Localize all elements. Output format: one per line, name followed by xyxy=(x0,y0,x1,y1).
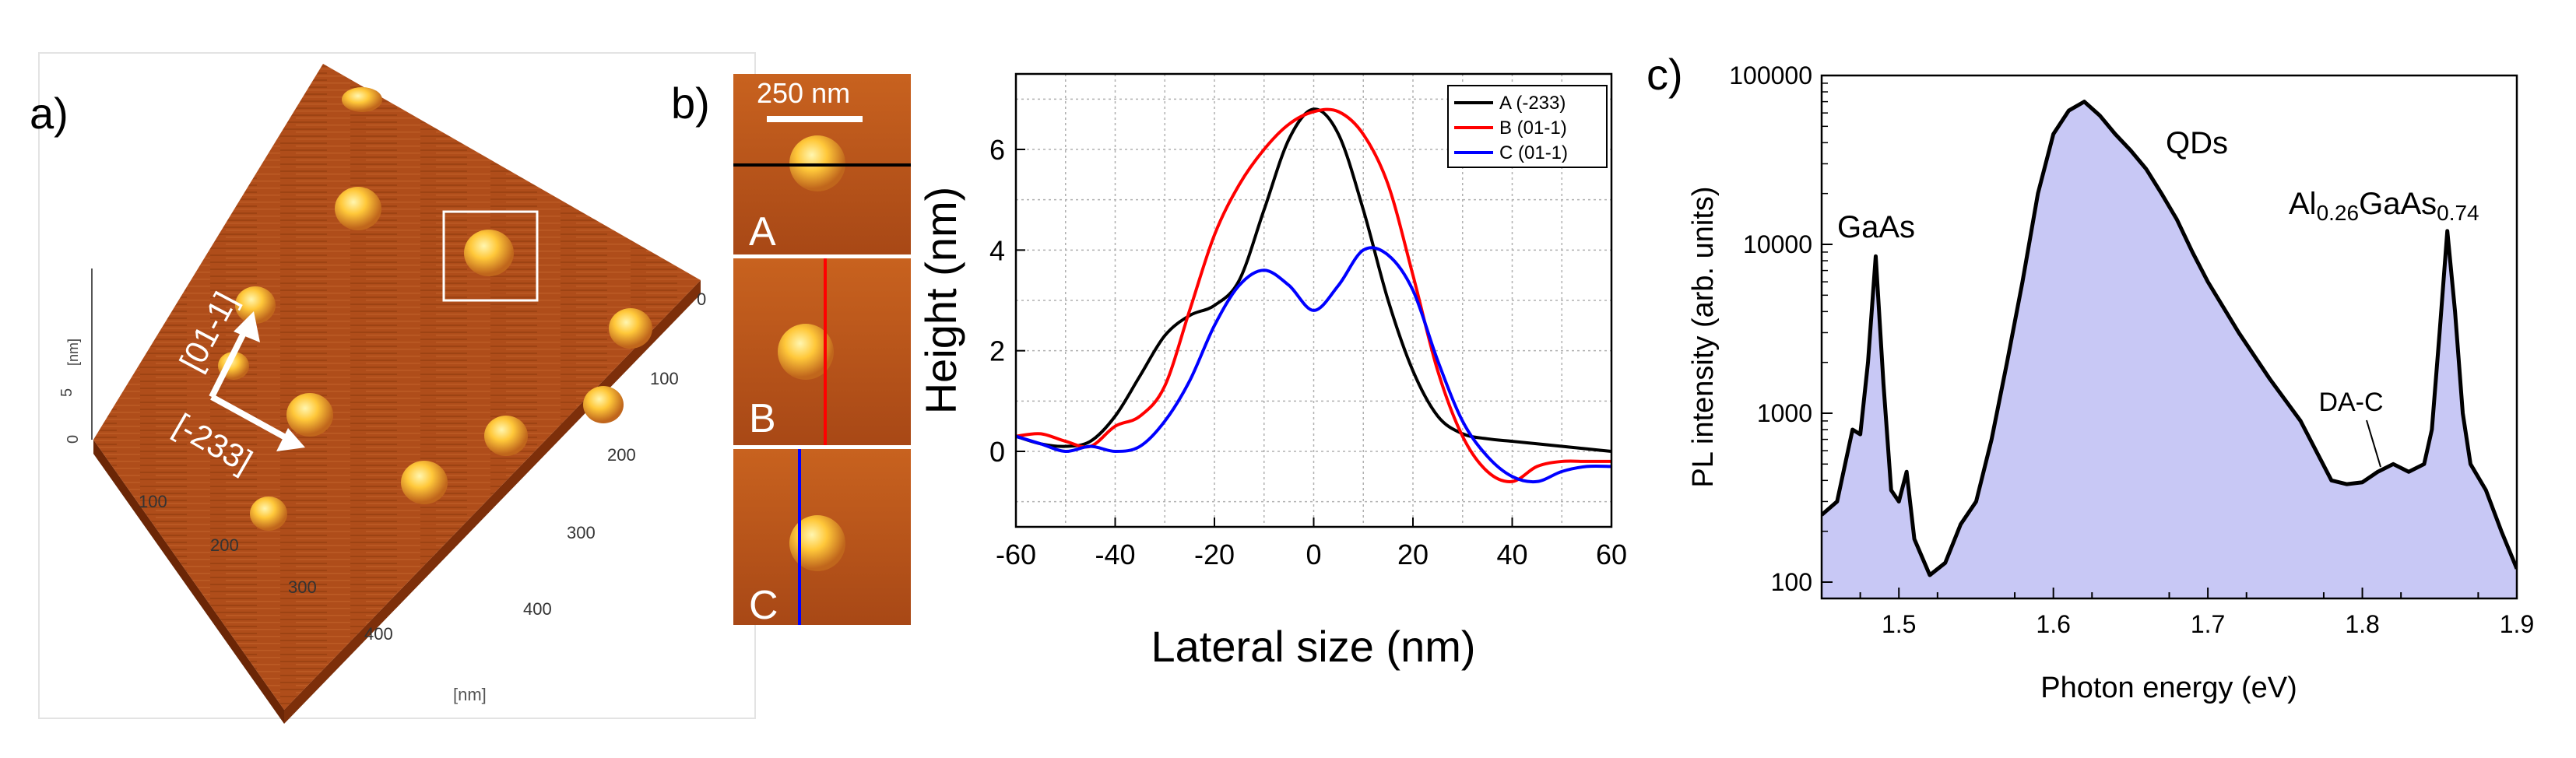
panel-label-c: c) xyxy=(1646,50,1683,99)
afm-selection-box xyxy=(442,210,539,302)
x-tick-label: 0 xyxy=(1306,539,1321,570)
annotation-da-c: DA-C xyxy=(2318,388,2383,417)
inset-b: B xyxy=(733,258,911,445)
z-axis-tick: 5 xyxy=(58,388,76,397)
inset-c-label: C xyxy=(749,583,778,628)
afm-right-tick: 100 xyxy=(650,369,679,388)
y-tick-label: 6 xyxy=(989,134,1005,166)
chart2-xlabel: Photon energy (eV) xyxy=(2040,672,2297,704)
chart2-ticks: 1.5 1.6 1.7 1.8 1.9 100 1000 10000 100000 xyxy=(1729,61,2534,638)
z-axis-zero: 0 xyxy=(65,435,82,444)
afm-left-tick: 100 xyxy=(139,492,167,511)
panel-label-b: b) xyxy=(671,79,710,128)
legend-label-a: A (-233) xyxy=(1499,93,1566,114)
x-tick-label: -20 xyxy=(1194,539,1235,570)
inset-c-dot xyxy=(789,515,845,571)
afm-surface-shade xyxy=(93,64,701,710)
pl-spectrum-chart: 1.5 1.6 1.7 1.8 1.9 100 1000 10000 100000 Photon… xyxy=(1687,61,2534,704)
afm-dot xyxy=(609,308,652,349)
pl-spectrum-fill xyxy=(1822,101,2517,598)
arrow-01-1-icon xyxy=(209,324,251,398)
x-tick-label: -40 xyxy=(1095,539,1135,570)
y-tick-label: 2 xyxy=(989,335,1005,367)
direction-arrows xyxy=(209,311,305,451)
x-tick-label: 1.9 xyxy=(2500,610,2534,638)
inset-b-label: B xyxy=(749,396,776,441)
afm-right-tick: 0 xyxy=(697,290,706,309)
afm-left-tick: 400 xyxy=(364,624,393,644)
arrowhead-01-1-icon xyxy=(234,311,260,342)
series-line-c xyxy=(1016,246,1611,484)
afm-dot xyxy=(286,393,333,437)
chart1-ticks: -60 -40 -20 0 20 40 60 0 2 4 6 xyxy=(989,134,1627,570)
arrowhead-233-icon xyxy=(276,428,305,451)
afm-side-left xyxy=(93,440,284,724)
y-tick-label: 100 xyxy=(1771,568,1812,596)
afm-dot xyxy=(235,286,276,324)
annotation-gaas: GaAs xyxy=(1837,210,1915,244)
inset-divider xyxy=(733,445,911,449)
legend-label-c: C (01-1) xyxy=(1499,142,1568,163)
afm-surface xyxy=(93,64,701,710)
x-tick-label: 1.8 xyxy=(2345,610,2379,638)
afm-dot xyxy=(342,87,382,112)
x-tick-label: 60 xyxy=(1596,539,1627,570)
height-profile-chart: -60 -40 -20 0 20 40 60 0 2 4 6 Lateral size (nm) H… xyxy=(916,72,1627,671)
x-tick-label: 40 xyxy=(1496,539,1527,570)
x-tick-label: -60 xyxy=(996,539,1036,570)
afm-dot xyxy=(401,461,448,504)
afm-panel: [01-1] [-233] [nm] 5 0 100 200 300 400 0… xyxy=(38,52,756,724)
inset-a: 250 nm A xyxy=(733,74,911,254)
series-line-b xyxy=(1016,107,1611,483)
y-tick-label: 100000 xyxy=(1729,61,1812,89)
afm-dots xyxy=(218,87,652,531)
z-axis-unit: [nm] xyxy=(65,339,81,366)
afm-dot xyxy=(464,230,514,276)
inset-b-dot xyxy=(778,324,834,380)
y-tick-label: 1000 xyxy=(1757,399,1812,427)
afm-left-tick: 200 xyxy=(210,535,239,555)
chart1-xlabel: Lateral size (nm) xyxy=(1151,622,1475,671)
scale-bar-label: 250 nm xyxy=(757,77,850,109)
panel-label-a: a) xyxy=(30,89,69,138)
afm-dot xyxy=(484,416,528,456)
inset-c: C xyxy=(733,449,911,628)
legend-label-b: B (01-1) xyxy=(1499,118,1567,139)
chart1-legend: A (-233) B (01-1) C (01-1) xyxy=(1447,85,1608,168)
y-tick-label: 10000 xyxy=(1743,230,1812,258)
annotation-da-c-pointer xyxy=(2366,419,2381,468)
chart2-ylabel: PL intensity (arb. units) xyxy=(1687,186,1720,487)
arrow-233-icon xyxy=(210,394,291,443)
x-tick-label: 1.5 xyxy=(1882,610,1916,638)
annotation-qds: QDs xyxy=(2166,126,2228,160)
chart1-ylabel: Height (nm) xyxy=(916,187,965,415)
afm-dot xyxy=(583,386,624,423)
chart2-series-group xyxy=(1822,100,2517,598)
x-tick-label: 1.7 xyxy=(2191,610,2225,638)
y-tick-label: 4 xyxy=(989,234,1005,266)
afm-dot xyxy=(335,187,381,230)
pl-spectrum-line xyxy=(1822,100,2517,577)
inset-a-label: A xyxy=(749,209,776,254)
x-tick-label: 1.6 xyxy=(2036,610,2070,638)
afm-left-tick: 300 xyxy=(288,577,317,597)
inset-images: 250 nm A B C xyxy=(733,74,911,628)
chart1-series-group xyxy=(1016,107,1611,484)
afm-right-tick: 300 xyxy=(567,523,596,542)
inset-divider xyxy=(733,254,911,258)
afm-right-tick: 400 xyxy=(523,599,552,619)
annotation-algaas: Al0.26GaAs0.74 xyxy=(2289,187,2479,225)
afm-xy-unit: [nm] xyxy=(453,685,487,704)
x-tick-label: 20 xyxy=(1397,539,1429,570)
y-tick-label: 0 xyxy=(989,436,1005,468)
afm-dot xyxy=(250,497,287,531)
afm-right-tick: 200 xyxy=(607,445,636,465)
